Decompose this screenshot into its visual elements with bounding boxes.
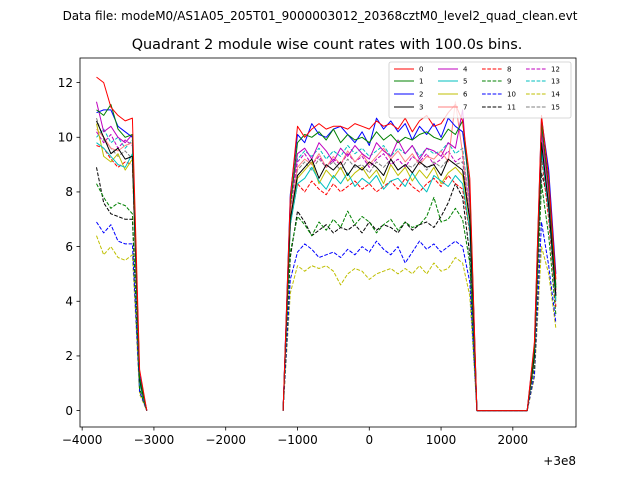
series-8-segment-1 <box>282 175 478 411</box>
x-tick-label: 0 <box>365 433 373 447</box>
legend-entry: 12 <box>526 66 560 74</box>
series-10-segment-1 <box>282 240 478 411</box>
y-tick-label: 6 <box>65 240 73 254</box>
x-offset-label: +3e8 <box>543 454 576 468</box>
legend-entry: 4 <box>438 66 468 74</box>
legend-label: 8 <box>507 66 511 74</box>
legend-label: 6 <box>463 91 468 99</box>
series-9-segment-1 <box>282 196 478 411</box>
series-layer <box>96 76 557 412</box>
series-5-segment-1 <box>282 166 478 411</box>
legend-label: 2 <box>419 91 423 99</box>
x-tick-label: 2000 <box>498 433 529 447</box>
series-3-segment-1 <box>282 158 478 411</box>
legend-label: 9 <box>507 78 511 86</box>
legend-entry: 0 <box>394 66 423 74</box>
legend-entry: 5 <box>438 78 467 86</box>
legend-entry: 11 <box>482 104 516 112</box>
legend-label: 13 <box>551 78 560 86</box>
series-13-segment-1 <box>282 142 478 411</box>
legend-label: 4 <box>463 66 468 74</box>
legend-entry: 1 <box>394 78 423 86</box>
legend-label: 14 <box>551 91 560 99</box>
legend-label: 7 <box>463 104 467 112</box>
legend-entry: 8 <box>482 66 511 74</box>
legend-entry: 13 <box>526 78 560 86</box>
legend-label: 11 <box>507 104 516 112</box>
series-1-segment-1 <box>282 120 478 411</box>
axes-background <box>80 58 576 427</box>
data-file-suptitle: Data file: modeM0/AS1A05_205T01_90000030… <box>63 9 578 23</box>
y-tick-label: 10 <box>58 131 73 145</box>
y-tick-label: 0 <box>65 404 73 418</box>
series-10-segment-3 <box>526 221 557 411</box>
plot-area <box>79 57 577 428</box>
x-axis: −4000 −3000 −2000 −1000 0 1000 2000 <box>62 427 528 447</box>
legend-label: 12 <box>551 66 560 74</box>
legend-label: 10 <box>507 91 516 99</box>
legend-entry: 15 <box>526 104 560 112</box>
axes-frame <box>79 57 577 428</box>
x-tick-label: −4000 <box>62 433 103 447</box>
legend-entry: 10 <box>482 91 516 99</box>
y-tick-label: 2 <box>65 349 73 363</box>
series-4-segment-1 <box>282 109 478 411</box>
y-axis: 0 2 4 6 8 10 12 <box>58 76 80 418</box>
y-tick-label: 12 <box>58 76 73 90</box>
legend-entry: 6 <box>438 91 468 99</box>
legend-label: 15 <box>551 104 560 112</box>
series-0-segment-0 <box>96 76 148 411</box>
series-6-segment-1 <box>282 161 478 411</box>
y-tick-label: 4 <box>65 295 73 309</box>
legend-entry: 7 <box>438 104 467 112</box>
series-15-segment-1 <box>282 158 478 411</box>
series-10-segment-0 <box>96 221 148 411</box>
series-7-segment-1 <box>282 101 478 411</box>
legend-entry: 9 <box>482 78 511 86</box>
x-tick-label: −1000 <box>277 433 318 447</box>
y-tick-label: 8 <box>65 185 73 199</box>
series-12-segment-1 <box>282 150 478 411</box>
legend-label: 5 <box>463 78 467 86</box>
x-tick-label: 1000 <box>426 433 457 447</box>
legend-entry: 14 <box>526 91 560 99</box>
legend-entry: 2 <box>394 91 423 99</box>
series-14-segment-1 <box>282 257 478 411</box>
legend-frame <box>388 61 572 119</box>
x-tick-label: −3000 <box>134 433 175 447</box>
series-11-segment-1 <box>282 183 478 411</box>
x-tick-label: −2000 <box>205 433 246 447</box>
legend-label: 3 <box>419 104 423 112</box>
chart-title: Quadrant 2 module wise count rates with … <box>132 37 523 53</box>
legend-entry: 3 <box>394 104 423 112</box>
legend-label: 1 <box>419 78 423 86</box>
series-9-segment-3 <box>526 183 557 411</box>
legend-label: 0 <box>419 66 423 74</box>
